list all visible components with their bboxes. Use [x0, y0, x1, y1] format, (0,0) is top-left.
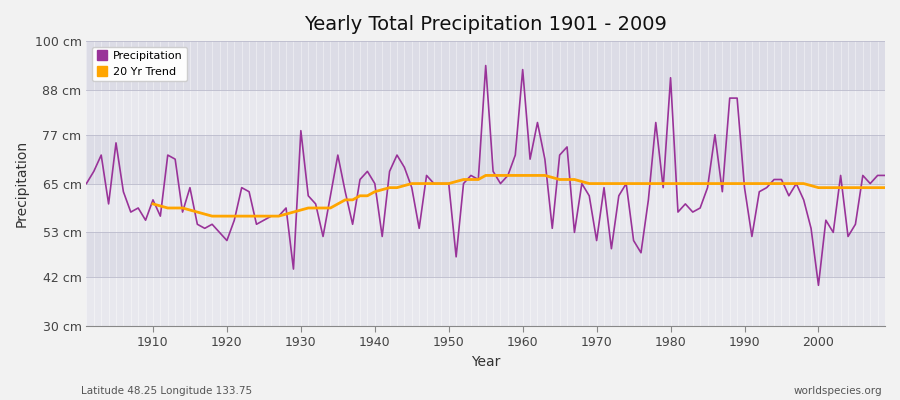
- Bar: [86, 184, 885, 232]
- Bar: [86, 232, 885, 277]
- Y-axis label: Precipitation: Precipitation: [15, 140, 29, 227]
- Bar: [86, 277, 885, 326]
- Title: Yearly Total Precipitation 1901 - 2009: Yearly Total Precipitation 1901 - 2009: [304, 15, 667, 34]
- X-axis label: Year: Year: [471, 355, 500, 369]
- Bar: [86, 41, 885, 90]
- Text: worldspecies.org: worldspecies.org: [794, 386, 882, 396]
- Legend: Precipitation, 20 Yr Trend: Precipitation, 20 Yr Trend: [92, 47, 187, 81]
- Bar: [86, 135, 885, 184]
- Text: Latitude 48.25 Longitude 133.75: Latitude 48.25 Longitude 133.75: [81, 386, 252, 396]
- Bar: [86, 90, 885, 135]
